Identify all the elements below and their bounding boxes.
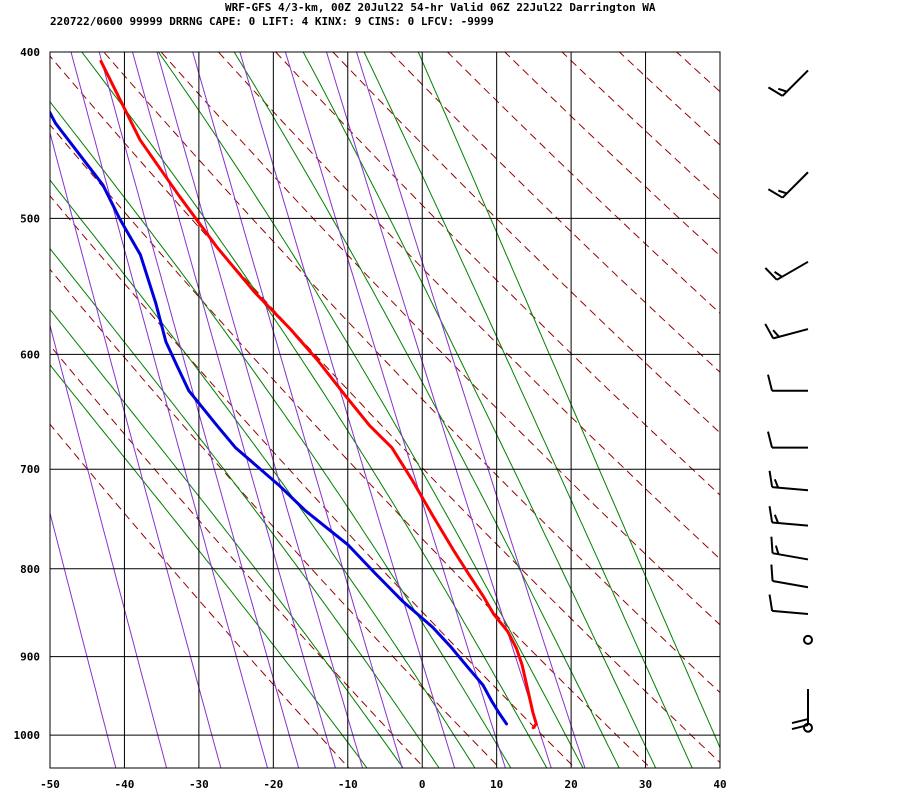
plot-frame: [49, 51, 721, 769]
axis-ticks: 400 500 600 700 800 900 1000 -50 -40 -30 -20 -10 0 10…: [14, 46, 727, 791]
y-tick-label: 700: [20, 463, 40, 476]
wind-barb: [770, 564, 809, 589]
y-tick-label: 500: [20, 212, 40, 225]
mixing-ratio-line: [98, 52, 300, 768]
wind-barbs: [764, 69, 813, 733]
chart-header-line2: 220722/0600 99999 DRRNG CAPE: 0 LIFT: 4 …: [50, 15, 494, 28]
mixing-ratio-line: [50, 131, 222, 768]
x-tick-label: -40: [115, 778, 135, 791]
wind-barb: [767, 431, 808, 449]
y-tick-label: 800: [20, 563, 40, 576]
moist-adiabat: [417, 52, 720, 749]
dry-adiabat: [50, 195, 576, 768]
x-tick-label: 40: [713, 778, 726, 791]
y-tick-label: 400: [20, 46, 40, 59]
dry-adiabat: [50, 423, 350, 768]
wind-barb: [803, 634, 813, 645]
plot-area: [50, 52, 720, 768]
x-tick-label: -10: [338, 778, 358, 791]
dry-adiabat: [103, 52, 720, 694]
mixing-ratio-line: [50, 511, 117, 768]
wind-barb: [764, 260, 809, 281]
dry-adiabat: [332, 52, 720, 434]
mixing-ratio-line: [192, 52, 403, 768]
x-tick-label: -20: [263, 778, 283, 791]
x-tick-label: 10: [490, 778, 503, 791]
wind-barb: [791, 689, 809, 731]
moist-adiabat: [50, 364, 368, 768]
moist-adiabat: [50, 100, 512, 768]
dry-adiabat: [160, 52, 720, 626]
dry-adiabat: [50, 268, 501, 768]
wind-barb: [767, 374, 808, 392]
dry-adiabat: [50, 124, 652, 768]
wind-barb: [764, 323, 809, 340]
mixing-ratio-line: [239, 52, 456, 768]
dewpoint-profile: [50, 109, 508, 726]
moist-adiabat: [50, 179, 476, 768]
x-tick-label: -30: [189, 778, 209, 791]
y-tick-label: 900: [20, 651, 40, 664]
mixing-ratio-line: [70, 52, 269, 768]
wind-barb: [767, 171, 809, 199]
dry-adiabat: [50, 344, 425, 768]
wind-barb: [803, 722, 813, 733]
moist-adiabat: [50, 247, 440, 768]
mixing-ratio-line: [50, 323, 168, 768]
wind-barb: [768, 470, 809, 492]
dry-adiabat: [713, 33, 900, 779]
mixing-ratio-line: [156, 52, 364, 768]
wind-barb: [768, 506, 809, 527]
dry-adiabat: [50, 55, 720, 764]
dry-adiabat: [389, 52, 720, 373]
moist-adiabat: [50, 308, 404, 768]
moist-adiabat: [233, 52, 620, 768]
wind-barb: [768, 594, 809, 616]
mixing-ratio-line: [131, 52, 336, 768]
x-tick-label: 30: [639, 778, 652, 791]
wind-barb: [770, 536, 809, 561]
y-tick-label: 600: [20, 348, 40, 361]
x-tick-label: 0: [419, 778, 426, 791]
moist-adiabat: [302, 52, 657, 768]
x-tick-label: -50: [40, 778, 60, 791]
profiles: [50, 59, 538, 730]
wind-barb: [767, 69, 809, 97]
y-tick-label: 1000: [14, 729, 41, 742]
moist-adiabat: [363, 52, 693, 768]
moist-adiabat: [157, 52, 584, 768]
chart-header-line1: WRF-GFS 4/3-km, 00Z 20Jul22 54-hr Valid …: [225, 1, 656, 14]
x-tick-label: 20: [564, 778, 577, 791]
moist-adiabat: [81, 52, 548, 768]
temperature-profile: [99, 59, 538, 730]
